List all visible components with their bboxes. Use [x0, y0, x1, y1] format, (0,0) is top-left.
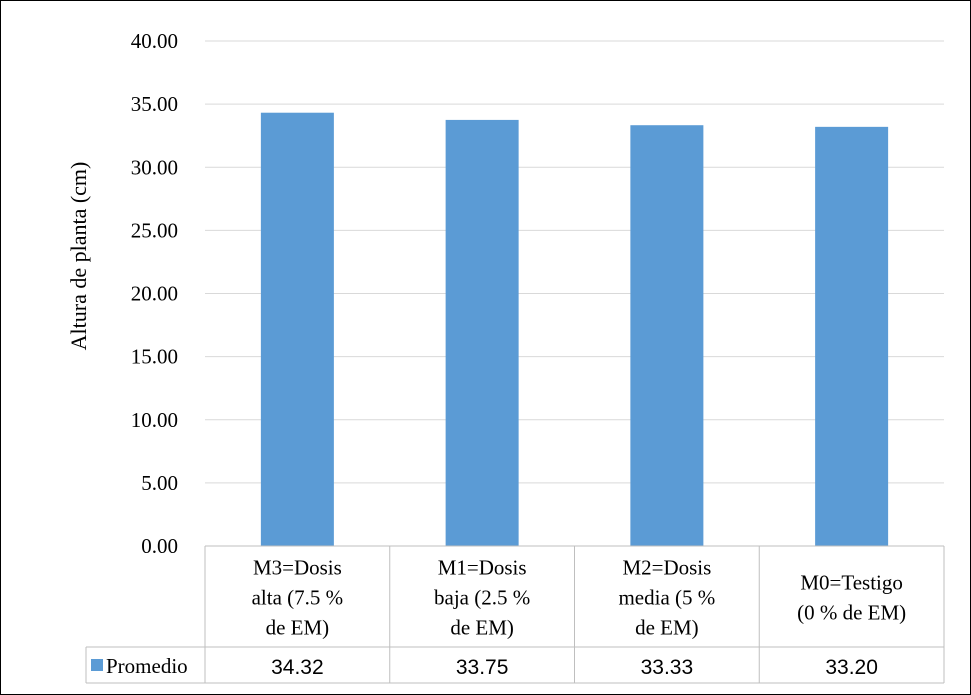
category-label: (0 % de EM) — [797, 601, 906, 625]
category-label: M2=Dosis — [622, 556, 711, 580]
bar — [445, 119, 519, 546]
y-tick-label: 5.00 — [141, 471, 178, 495]
y-tick-label: 15.00 — [131, 345, 178, 369]
data-table: M3=Dosis alta (7.5 % de EM) M1=Dosis baja (2… — [85, 545, 945, 684]
y-tick-label: 30.00 — [131, 155, 178, 179]
legend-swatch — [91, 659, 103, 671]
category-label: de EM) — [450, 616, 514, 640]
y-axis-ticks: 0.00 5.00 10.00 15.00 20.00 25.00 30.00 35.00 40… — [131, 29, 178, 558]
value-label: 33.75 — [456, 656, 509, 679]
y-tick-label: 40.00 — [131, 29, 178, 53]
category-label: alta (7.5 % — [252, 586, 344, 610]
category-label: media (5 % — [618, 586, 715, 610]
y-tick-label: 35.00 — [131, 92, 178, 116]
category-label: M1=Dosis — [438, 556, 527, 580]
y-tick-label: 20.00 — [131, 282, 178, 306]
value-label: 33.33 — [641, 656, 694, 679]
y-axis-label: Altura de planta (cm) — [66, 162, 91, 351]
bars — [260, 112, 889, 547]
bar — [630, 125, 704, 547]
y-tick-label: 10.00 — [131, 408, 178, 432]
y-tick-label: 25.00 — [131, 218, 178, 242]
y-tick-label: 0.00 — [141, 534, 178, 558]
bar — [260, 112, 334, 547]
category-label: M0=Testigo — [800, 571, 903, 595]
value-label: 33.20 — [825, 656, 878, 679]
category-label: M3=Dosis — [253, 556, 342, 580]
category-label: baja (2.5 % — [434, 586, 530, 610]
category-label: de EM) — [635, 616, 699, 640]
value-label: 34.32 — [271, 656, 324, 679]
bar — [815, 126, 889, 546]
legend-label: Promedio — [106, 654, 188, 678]
category-label: de EM) — [266, 616, 330, 640]
